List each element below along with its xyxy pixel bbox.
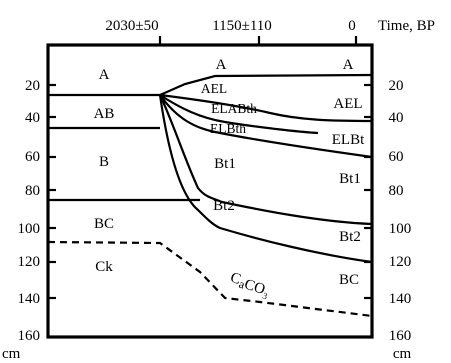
boundary-bt2-bc [158,94,373,264]
horizon-mid-elbth: ELBth [210,121,246,136]
time-tick-1150: 1150±110 [212,18,272,34]
left-tick-60: 60 [25,149,40,165]
horizon-mid-a: A [216,57,227,73]
horizon-mid-elabth: ELABth [211,101,257,116]
horizon-mid-ael: AEL [201,81,227,96]
left-tick-160: 160 [18,328,41,344]
time-tick-0: 0 [348,18,356,34]
right-tick-160: 160 [389,328,412,344]
boundary-a-ael [159,73,373,97]
left-tick-120: 120 [18,254,41,270]
horizon-right-bt2: Bt2 [339,229,361,245]
horizon-left-bc: BC [94,216,114,232]
horizon-mid-bt2: Bt2 [213,198,235,214]
time-tick-2030: 2030±50 [105,18,158,34]
right-tick-20: 20 [389,78,404,94]
right-tick-120: 120 [389,254,412,270]
caco3-label: CaCO3 [227,270,272,302]
horizon-right-a: A [343,57,354,73]
horizon-right-bc: BC [339,272,359,288]
right-tick-60: 60 [389,149,404,165]
right-tick-140: 140 [389,291,412,307]
horizon-right-ael: AEL [333,96,362,112]
left-tick-20: 20 [25,78,40,94]
left-tick-40: 40 [25,110,40,126]
horizon-right-elbt: ELBt [332,132,365,148]
boundary-bt1-bt2 [159,94,373,226]
left-unit-cm: cm [2,346,21,362]
horizon-left-ab: AB [94,106,115,122]
left-tick-140: 140 [18,291,41,307]
right-unit-cm: cm [393,346,412,362]
horizon-mid-bt1: Bt1 [214,156,236,172]
horizon-left-ck: Ck [95,259,113,275]
horizon-right-bt1: Bt1 [339,171,361,187]
boundary-elabth-elbth [159,94,319,135]
boundary-ael-elabth [159,93,373,123]
time-axis-label: Time, BP [378,18,435,34]
right-tick-80: 80 [389,183,404,199]
boundary-elbth-bt1 [159,94,373,159]
left-tick-100: 100 [18,221,41,237]
left-tick-80: 80 [25,183,40,199]
horizon-left-b: B [99,154,109,170]
horizon-left-a: A [99,67,110,83]
right-tick-100: 100 [389,221,412,237]
right-tick-40: 40 [389,110,404,126]
left-depth-ticks [48,83,56,300]
